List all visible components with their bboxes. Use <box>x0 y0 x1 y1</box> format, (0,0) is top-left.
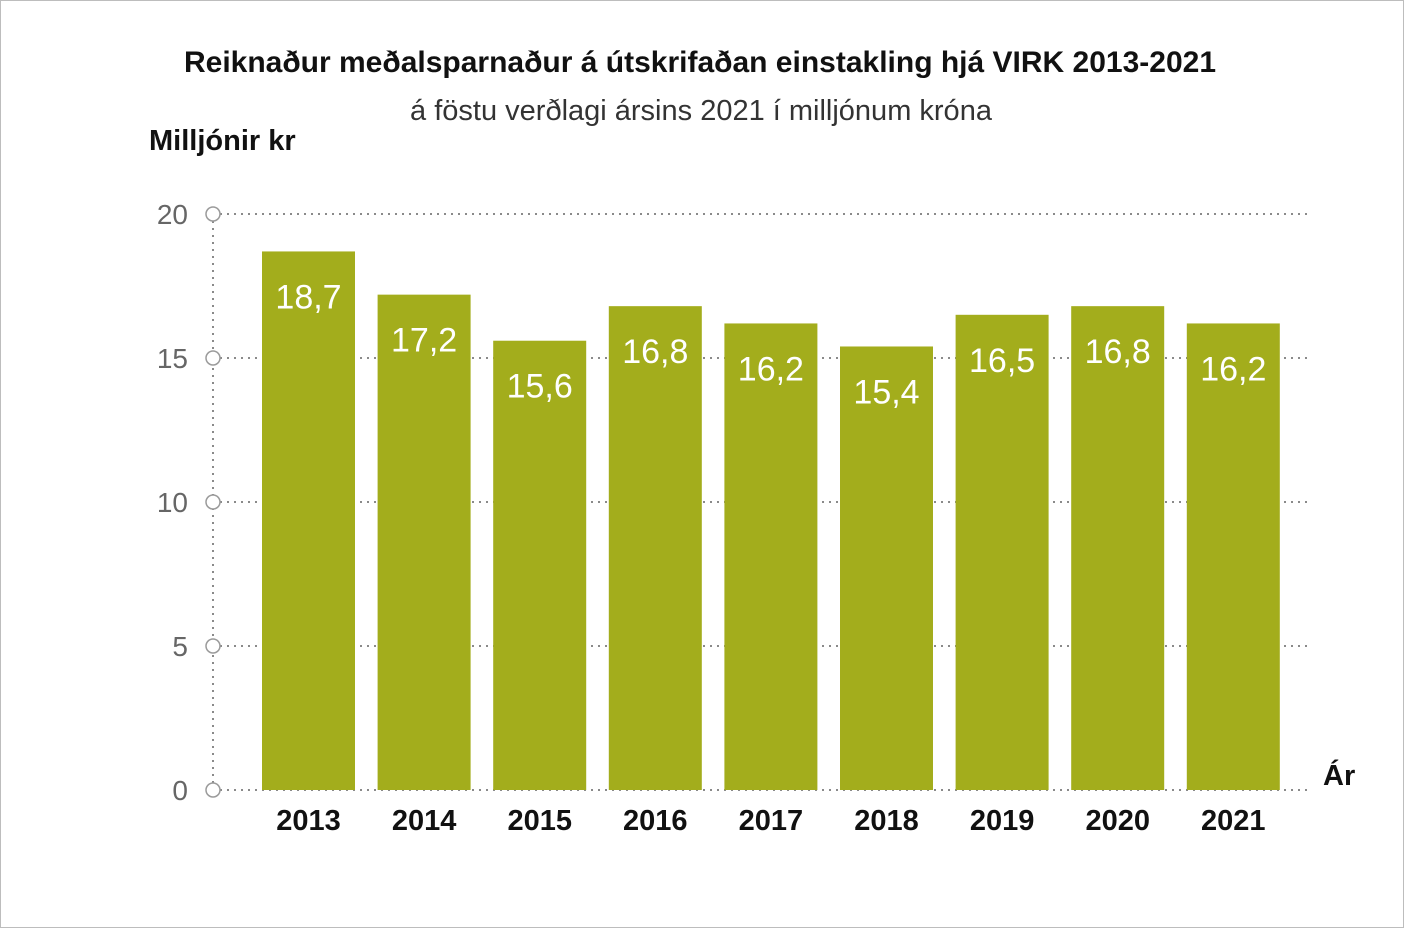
y-tick-marker <box>205 638 221 654</box>
chart-title: Reiknaður meðalsparnaður á útskrifaðan e… <box>184 46 1216 79</box>
y-tick-marker <box>205 350 221 366</box>
bar-value-label: 15,6 <box>507 368 573 406</box>
x-tick-label: 2015 <box>507 805 572 837</box>
x-tick-label: 2018 <box>854 805 919 837</box>
bar-value-label: 16,8 <box>1085 333 1151 371</box>
bar-2016 <box>608 306 702 790</box>
y-tick-marker <box>205 206 221 222</box>
x-tick-label: 2019 <box>970 805 1035 837</box>
y-tick-marker <box>205 494 221 510</box>
bar-value-label: 18,7 <box>275 278 341 316</box>
y-tick-label: 5 <box>172 631 188 662</box>
x-tick-label: 2017 <box>739 805 804 837</box>
x-tick-label: 2014 <box>392 805 457 837</box>
bars-layer: 18,7 17,2 15,6 16,8 16,2 15,4 16,5 16,8 16,2 <box>262 251 1280 790</box>
ticks-layer: 0 5 10 15 20 2013 2014 2015 2016 2017 2018 2019 2020… <box>157 199 1266 837</box>
bar-value-label: 16,2 <box>738 350 804 388</box>
bar-value-label: 17,2 <box>391 322 457 360</box>
bar-2015 <box>493 340 587 790</box>
bar-2019 <box>955 314 1049 790</box>
bar-2020 <box>1071 306 1165 790</box>
x-tick-label: 2013 <box>276 805 341 837</box>
x-tick-label: 2021 <box>1201 805 1266 837</box>
bar-2017 <box>724 323 818 790</box>
bar-2013 <box>262 251 355 790</box>
x-tick-label: 2020 <box>1085 805 1150 837</box>
x-tick-label: 2016 <box>623 805 688 837</box>
bar-2021 <box>1186 323 1280 790</box>
bar-value-label: 16,2 <box>1200 350 1266 388</box>
y-axis-label: Milljónir kr <box>149 125 296 157</box>
x-axis-label: Ár <box>1323 758 1355 792</box>
chart-subtitle: á föstu verðlagi ársins 2021 í milljónum… <box>410 95 993 127</box>
y-tick-label: 20 <box>157 199 188 230</box>
bar-2018 <box>840 346 933 790</box>
y-tick-label: 0 <box>172 775 188 806</box>
y-tick-marker <box>205 782 221 798</box>
y-tick-label: 15 <box>157 343 188 374</box>
bar-2014 <box>377 294 471 790</box>
bar-value-label: 16,8 <box>622 333 688 371</box>
y-tick-label: 10 <box>157 487 188 518</box>
bar-value-label: 16,5 <box>969 342 1035 380</box>
bar-value-label: 15,4 <box>853 373 919 411</box>
